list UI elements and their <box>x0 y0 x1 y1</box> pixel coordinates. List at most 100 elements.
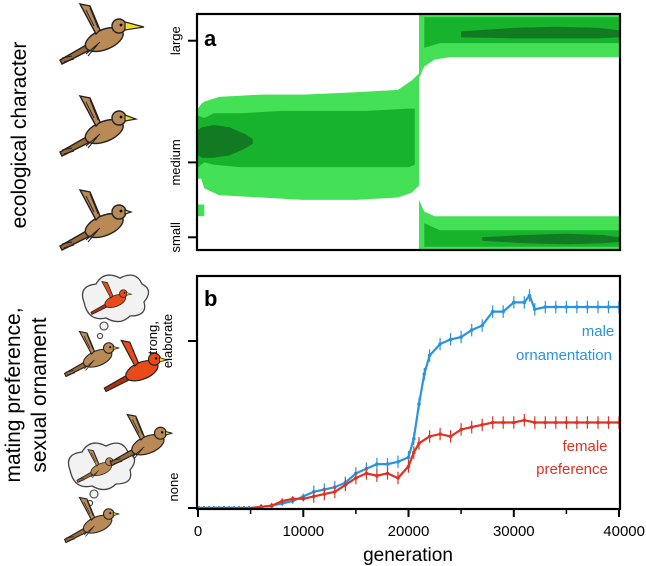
y-tick-large: large <box>168 26 183 55</box>
bird-medium-beak-icon <box>59 95 139 157</box>
panel-b-side-label-line2: sexual ornament <box>28 317 51 472</box>
series-point <box>412 436 416 441</box>
series-point <box>322 492 327 496</box>
thought-bubble-brown-bird-icon <box>67 442 136 507</box>
panel-b: b mating preference, sexual ornament str… <box>2 274 645 566</box>
series-point <box>422 372 427 376</box>
series-point <box>269 503 274 508</box>
series-point <box>575 305 579 309</box>
series-point <box>354 476 358 480</box>
series-point <box>501 309 506 314</box>
series-point <box>396 476 400 480</box>
series-point <box>448 337 453 342</box>
x-axis-label: generation <box>363 545 453 566</box>
bird-brown-plain-icon <box>109 413 173 467</box>
x-tick-label: 0 <box>194 523 202 540</box>
series-point <box>469 328 474 332</box>
series-point <box>533 307 537 312</box>
series-point <box>290 497 295 501</box>
series-point <box>412 450 416 455</box>
panel-b-side-label-line1: mating preference, <box>2 307 25 482</box>
series-point <box>406 464 411 469</box>
series-point <box>280 499 285 503</box>
series-point <box>406 455 411 460</box>
series-point <box>417 441 421 446</box>
series-point <box>343 483 348 487</box>
series-point <box>564 305 569 309</box>
series-point <box>501 420 506 425</box>
series-point <box>522 300 527 305</box>
series-point <box>596 305 600 309</box>
y-tick-none: none <box>166 473 181 502</box>
series-point <box>333 490 337 494</box>
x-tick-label: 20000 <box>388 523 430 540</box>
y-tick-strong: strong, <box>145 321 160 361</box>
series-point <box>375 462 379 466</box>
series-point <box>490 309 495 314</box>
series-point <box>512 300 516 305</box>
series-point <box>396 460 400 464</box>
series-point <box>543 305 548 309</box>
series-point <box>522 418 527 423</box>
series-point <box>385 462 390 466</box>
series-point <box>364 471 369 476</box>
x-axis-ticks: 0 10000 20000 30000 40000 <box>194 509 645 540</box>
panel-a-side-label: ecological character <box>8 42 31 229</box>
series-point <box>427 353 432 358</box>
female-label-line1: female <box>562 438 607 455</box>
bird-small-beak-icon <box>59 189 133 251</box>
series-point <box>375 473 379 478</box>
series-point <box>312 494 316 499</box>
x-tick-label: 40000 <box>603 523 645 540</box>
y-tick-elaborate: elaborate <box>160 314 175 368</box>
heat-level3-band-2 <box>482 233 619 245</box>
thought-bubble-red-bird-icon <box>81 274 150 340</box>
series-point <box>564 420 569 425</box>
series-point <box>554 420 558 425</box>
panel-a-label: a <box>204 26 217 51</box>
series-point <box>606 420 611 425</box>
series-point <box>427 434 432 439</box>
heat-level3-band-1 <box>461 26 619 39</box>
series-point <box>490 420 495 425</box>
series-point <box>459 335 463 339</box>
series-point <box>554 305 558 309</box>
series-point <box>438 432 442 436</box>
panel-b-label: b <box>204 286 217 311</box>
heat-level1-band-3 <box>198 204 205 217</box>
male-label-line1: male <box>582 323 615 340</box>
series-point <box>543 420 548 425</box>
series-point <box>527 293 532 298</box>
heat-level2-band-0 <box>198 108 415 168</box>
heatmap-contours <box>198 15 619 249</box>
series-point <box>448 434 453 439</box>
series-point <box>438 342 442 346</box>
bird-brown-thinking-icon <box>63 330 120 378</box>
series-point <box>585 420 590 425</box>
x-tick-label: 30000 <box>493 523 535 540</box>
series-point <box>533 420 537 425</box>
bird-large-beak-icon <box>59 3 145 65</box>
series-point <box>596 420 600 425</box>
heat-level3-band-0 <box>198 125 253 158</box>
series-point <box>385 471 390 476</box>
series-point <box>417 402 421 406</box>
series-point <box>480 323 485 328</box>
series-point <box>459 427 463 432</box>
series-point <box>585 305 590 309</box>
male-label-line2: ornamentation <box>516 347 612 364</box>
y-tick-medium: medium <box>168 139 183 185</box>
panel-a-frame <box>195 12 622 252</box>
y-tick-small: small <box>168 222 183 252</box>
series-point <box>575 420 579 425</box>
series-point <box>301 497 306 501</box>
series-point <box>606 305 611 309</box>
panel-a: a ecological character small medium large <box>8 12 622 252</box>
line-series <box>198 289 621 510</box>
bird-brown-thinking-plain-icon <box>63 496 120 544</box>
series-point <box>259 505 263 509</box>
female-label-line2: preference <box>536 461 608 478</box>
series-point <box>469 425 474 429</box>
panel-a-y-ticks: small medium large <box>168 26 197 252</box>
